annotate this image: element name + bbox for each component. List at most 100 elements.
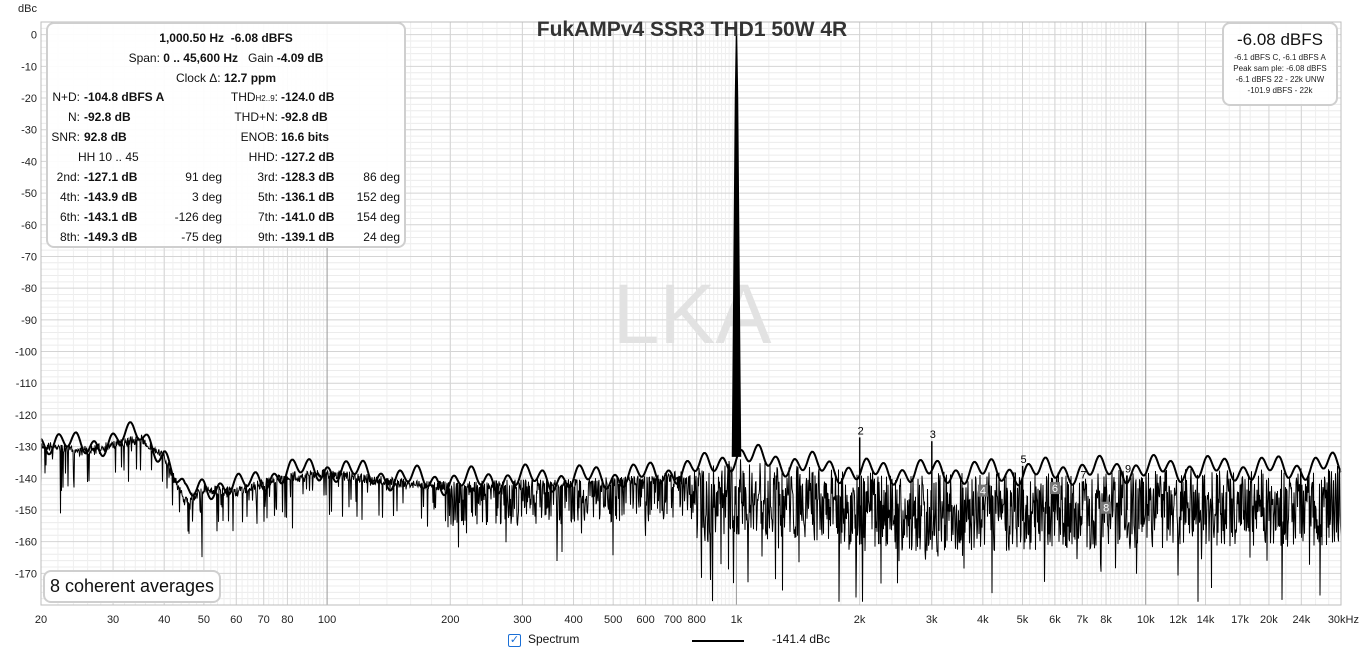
harmonic-label-bg bbox=[977, 484, 988, 497]
legend-value: -141.4 dBc bbox=[772, 632, 831, 646]
metric-phase: 86 deg bbox=[363, 170, 400, 184]
x-tick-label: 7k bbox=[1076, 614, 1088, 626]
x-tick-label: 500 bbox=[604, 614, 622, 626]
span-value: 0 .. 45,600 Hz bbox=[163, 51, 238, 65]
y-tick-label: -70 bbox=[21, 251, 37, 263]
y-tick-label: -160 bbox=[15, 537, 37, 549]
x-tick-label: 20 bbox=[35, 614, 47, 626]
metric-value: -143.9 dB bbox=[84, 190, 138, 204]
y-tick-label: 0 bbox=[31, 30, 37, 42]
metric-label-subscript: H2..9 bbox=[255, 94, 275, 103]
y-tick-label: -40 bbox=[21, 156, 37, 168]
metric-label-colon: : bbox=[274, 90, 278, 104]
metric-label-text: 7th: bbox=[257, 210, 278, 224]
y-tick-label: -130 bbox=[15, 442, 37, 454]
y-tick-label: -110 bbox=[16, 378, 37, 390]
metric-label: 2nd: bbox=[56, 170, 80, 184]
y-tick-label: -50 bbox=[21, 188, 37, 200]
metric-value: 16.6 bits bbox=[281, 130, 330, 144]
metric-label: 5th: bbox=[198, 190, 278, 204]
x-tick-label: 600 bbox=[636, 614, 654, 626]
metric-value: -127.1 dB bbox=[84, 170, 138, 184]
x-tick-label: 17k bbox=[1231, 614, 1249, 626]
metric-phase: 91 deg bbox=[185, 170, 222, 184]
metric-label-text: ENOB: bbox=[240, 130, 278, 144]
metric-label: 4th: bbox=[59, 190, 80, 204]
metric-label: SNR: bbox=[51, 130, 80, 144]
spectrum-envelope-line bbox=[40, 421, 1342, 501]
level-main-value: -6.08 dBFS bbox=[1237, 30, 1323, 49]
harmonic-markers: 2 3 4 5 6 7 8 9 bbox=[858, 425, 1132, 514]
y-tick-label: -80 bbox=[21, 283, 37, 295]
metric-value: -141.0 dB bbox=[281, 210, 335, 224]
metric-label: HH 10 .. 45 bbox=[78, 150, 139, 164]
harmonic-label: 6 bbox=[1052, 483, 1058, 495]
info-level: -6.08 dBFS bbox=[230, 31, 293, 45]
harmonic-label: 8 bbox=[1103, 503, 1109, 515]
x-tick-label: 10k bbox=[1137, 614, 1155, 626]
x-tick-label: 12k bbox=[1169, 614, 1187, 626]
x-tick-label: 200 bbox=[441, 614, 459, 626]
metric-value: -139.1 dB bbox=[281, 230, 335, 244]
metric-value: -127.2 dB bbox=[281, 150, 335, 164]
x-tick-label: 70 bbox=[258, 614, 270, 626]
harmonic-label-bg bbox=[1049, 482, 1060, 495]
metric-phase: 3 deg bbox=[191, 190, 222, 204]
spectrum-checkbox[interactable]: ✓ bbox=[508, 634, 521, 647]
watermark: LKA bbox=[613, 267, 772, 361]
averages-badge: 8 coherent averages bbox=[43, 570, 221, 603]
metric-value: -136.1 dB bbox=[281, 190, 335, 204]
metric-label: ENOB: bbox=[198, 130, 278, 144]
info-clock-line: Clock Δ: 12.7 ppm bbox=[48, 71, 404, 85]
harmonic-label: 7 bbox=[1080, 469, 1086, 481]
metric-value: -104.8 dBFS A bbox=[84, 90, 165, 104]
y-tick-label: -100 bbox=[15, 347, 37, 359]
harmonic-label: 9 bbox=[1125, 463, 1131, 475]
fundamental-peak bbox=[731, 34, 742, 457]
x-tick-label: 30kHz bbox=[1328, 614, 1359, 626]
x-tick-label: 400 bbox=[564, 614, 582, 626]
harmonic-label-bg bbox=[1101, 501, 1112, 514]
metric-value: -143.1 dB bbox=[84, 210, 138, 224]
x-tick-label: 40 bbox=[158, 614, 170, 626]
metric-label: N+D: bbox=[52, 90, 80, 104]
y-tick-label: -150 bbox=[15, 505, 37, 517]
x-tick-label: 1k bbox=[731, 614, 743, 626]
x-tick-label: 300 bbox=[513, 614, 531, 626]
y-tick-label: -10 bbox=[21, 61, 37, 73]
metric-label-text: THD bbox=[230, 90, 256, 104]
metric-label: THDH2..9: bbox=[198, 90, 278, 104]
metric-phase: -126 deg bbox=[174, 210, 222, 224]
x-tick-label: 20k bbox=[1260, 614, 1278, 626]
x-tick-label: 800 bbox=[688, 614, 706, 626]
checkmark-icon: ✓ bbox=[509, 634, 520, 646]
gain-label: Gain bbox=[248, 51, 274, 65]
y-tick-label: -120 bbox=[15, 410, 37, 422]
level-sub-line: -6.1 dBFS C, -6.1 dBFS A bbox=[1234, 53, 1326, 62]
level-sub-line: -101.9 dBFS - 22k bbox=[1247, 86, 1313, 95]
x-tick-label: 60 bbox=[230, 614, 242, 626]
harmonic-label: 5 bbox=[1021, 454, 1027, 466]
x-tick-label: 2k bbox=[854, 614, 866, 626]
harmonic-label: 4 bbox=[980, 486, 986, 498]
level-sub-line: -6.1 dBFS 22 - 22k UNW bbox=[1235, 75, 1325, 84]
spectrum-trace bbox=[40, 434, 1342, 602]
metric-label-text: THD+N: bbox=[234, 110, 278, 124]
metric-label: 6th: bbox=[59, 210, 80, 224]
metric-label-text: 5th: bbox=[257, 190, 278, 204]
harmonic-label: 3 bbox=[930, 429, 936, 441]
metric-label-text: 3rd: bbox=[257, 170, 278, 184]
clock-label: Clock Δ: bbox=[175, 71, 221, 85]
x-tick-label: 24k bbox=[1292, 614, 1310, 626]
metric-value: -124.0 dB bbox=[281, 90, 335, 104]
metric-phase: -75 deg bbox=[181, 230, 222, 244]
y-tick-label: -170 bbox=[15, 568, 37, 580]
y-tick-label: -20 bbox=[21, 93, 37, 105]
metric-label: 9th: bbox=[198, 230, 278, 244]
plot-frame bbox=[40, 21, 1342, 606]
info-frequency-level-line: 1,000.50 Hz -6.08 dBFS bbox=[48, 31, 404, 45]
level-readout-panel: -6.08 dBFS -6.1 dBFS C, -6.1 dBFS A Peak… bbox=[1222, 22, 1338, 106]
fundamental-spike bbox=[731, 34, 742, 457]
y-tick-label: -90 bbox=[21, 315, 37, 327]
